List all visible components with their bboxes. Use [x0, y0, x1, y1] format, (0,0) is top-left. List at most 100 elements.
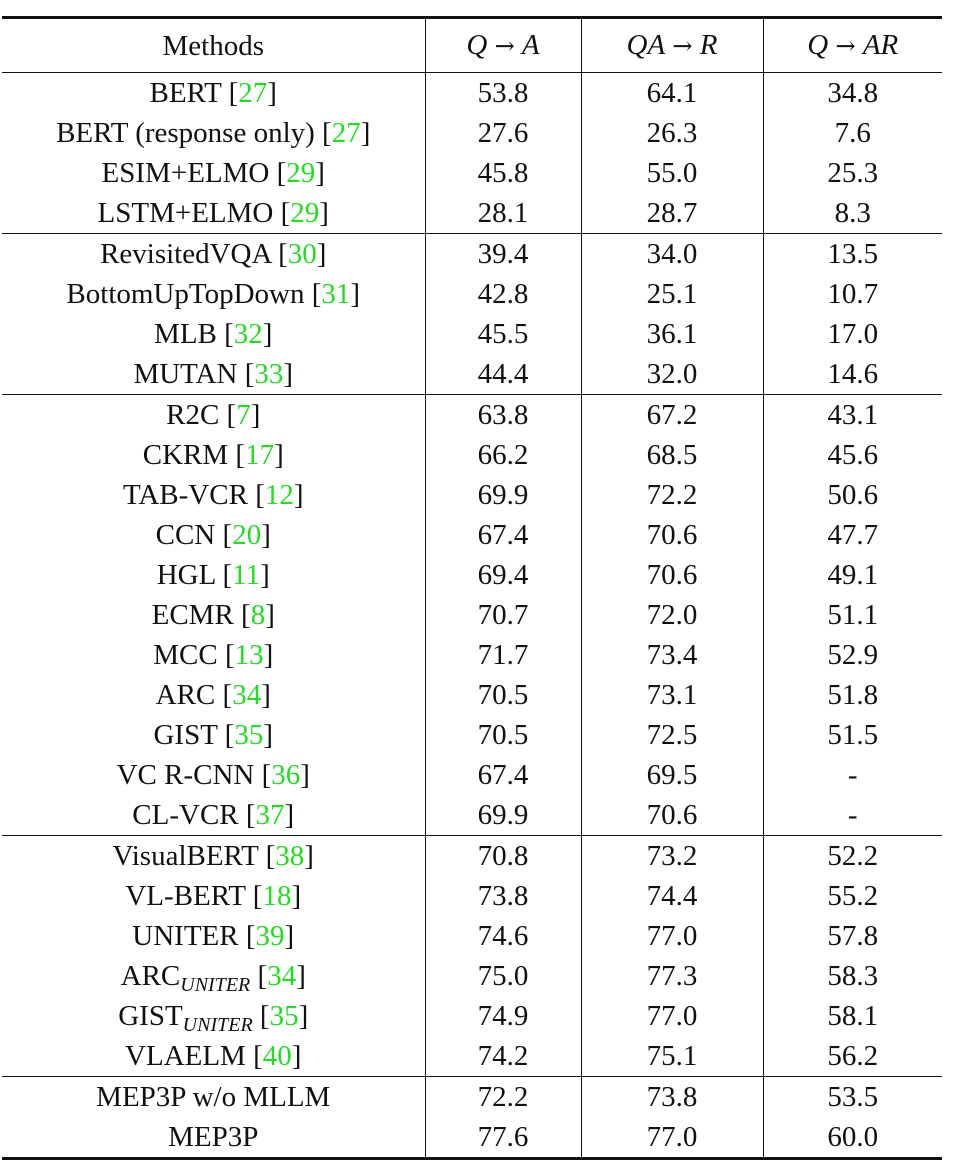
value-cell: 58.1 [762, 996, 942, 1036]
value-cell: 75.1 [580, 1036, 763, 1077]
method-cell: GISTUNITER [35] [118, 1000, 309, 1036]
value-cell: 72.0 [580, 595, 763, 635]
method-name: LSTM+ELMO [97, 197, 274, 229]
value-cell: 57.8 [762, 916, 942, 956]
citation-link[interactable]: 18 [262, 880, 292, 912]
value-cell: 8.3 [762, 193, 942, 234]
value-cell: 7.6 [762, 113, 942, 153]
citation-link[interactable]: 7 [236, 399, 251, 431]
method-name: BERT [149, 77, 222, 109]
value-cell: 10.7 [762, 274, 942, 314]
value-cell: 53.8 [424, 72, 581, 113]
citation-link[interactable]: 39 [255, 920, 285, 952]
header-qa-to-r: QA → R [580, 17, 763, 73]
method-name: ARC [155, 679, 216, 711]
value-cell: 55.2 [762, 876, 942, 916]
value-cell: 28.1 [424, 193, 581, 234]
method-name: VisualBERT [112, 840, 259, 872]
value-cell: 77.0 [580, 1117, 763, 1159]
citation-link[interactable]: 27 [331, 117, 361, 149]
value-cell: 52.2 [762, 835, 942, 876]
method-name: CL-VCR [132, 799, 239, 831]
value-cell: 77.0 [580, 916, 763, 956]
citation-link[interactable]: 33 [254, 358, 284, 390]
method-name: MCC [153, 639, 218, 671]
method-name: BottomUpTopDown [66, 278, 305, 310]
value-cell: 71.7 [424, 635, 581, 675]
value-cell: 74.9 [424, 996, 581, 1036]
citation-link[interactable]: 35 [269, 1000, 299, 1032]
value-cell: 69.9 [424, 475, 581, 515]
table-row: VLAELM [40] 74.2 75.1 56.2 [2, 1036, 942, 1077]
table-row: CL-VCR [37] 69.9 70.6- [2, 795, 942, 836]
method-cell: LSTM+ELMO [29] [97, 197, 329, 229]
method-cell: VisualBERT [38] [112, 840, 314, 872]
table-row: MCC [13] 71.7 73.4 52.9 [2, 635, 942, 675]
value-cell: 72.2 [580, 475, 763, 515]
citation-link[interactable]: 34 [232, 679, 262, 711]
citation-link[interactable]: 37 [255, 799, 285, 831]
value-cell: 69.9 [424, 795, 581, 836]
value-cell: 77.0 [580, 996, 763, 1036]
method-cell: CL-VCR [37] [132, 799, 295, 831]
method-name: ARC [120, 960, 181, 992]
method-subscript: UNITER [180, 974, 251, 996]
value-cell: 66.2 [424, 435, 581, 475]
value-cell: 34.0 [580, 233, 763, 274]
table-row: BERT [27] 53.8 64.1 34.8 [2, 72, 942, 113]
value-cell: 70.7 [424, 595, 581, 635]
citation-link[interactable]: 40 [262, 1040, 292, 1072]
method-name: GIST [118, 1000, 183, 1032]
method-name: MEP3P w/o MLLM [96, 1081, 331, 1113]
citation-link[interactable]: 12 [264, 479, 294, 511]
table-row: MEP3P w/o MLLM 72.2 73.8 53.5 [2, 1076, 942, 1118]
table-row: TAB-VCR [12] 69.9 72.2 50.6 [2, 475, 942, 515]
citation-link[interactable]: 35 [234, 719, 264, 751]
method-cell: MUTAN [33] [133, 358, 294, 390]
method-cell: MEP3P w/o MLLM [2, 1077, 425, 1118]
value-cell: 34.8 [762, 72, 942, 113]
citation-link[interactable]: 8 [250, 599, 266, 631]
table-row: CKRM [17] 66.2 68.5 45.6 [2, 435, 942, 475]
value-cell: 67.4 [424, 515, 581, 555]
value-cell: 26.3 [580, 113, 763, 153]
citation-link[interactable]: 34 [267, 960, 297, 992]
citation-link[interactable]: 29 [286, 157, 316, 189]
value-cell: 17.0 [762, 314, 942, 354]
value-cell: 68.5 [580, 435, 763, 475]
header-q-to-a: Q → A [424, 17, 581, 73]
value-cell: 42.8 [424, 274, 581, 314]
method-cell: BERT [27] [149, 77, 277, 109]
citation-link[interactable]: 38 [275, 840, 305, 872]
value-cell: 73.8 [424, 876, 581, 916]
table-row: BERT (response only) [27] 27.6 26.3 7.6 [2, 113, 942, 153]
method-cell: TAB-VCR [12] [122, 479, 304, 511]
table-row: VC R-CNN [36] 67.4 69.5- [2, 755, 942, 795]
citation-link[interactable]: 27 [238, 77, 268, 109]
citation-link[interactable]: 17 [245, 439, 275, 471]
citation-link[interactable]: 11 [232, 559, 261, 591]
value-cell: 74.4 [580, 876, 763, 916]
citation-link[interactable]: 20 [232, 519, 262, 551]
table-row: MEP3P 77.6 77.0 60.0 [2, 1117, 942, 1159]
citation-link[interactable]: 13 [234, 639, 264, 671]
method-name: ESIM+ELMO [101, 157, 270, 189]
method-cell: ESIM+ELMO [29] [101, 157, 325, 189]
table-body: BERT [27] 53.8 64.1 34.8 BERT (response only… [2, 72, 942, 1159]
method-cell: MEP3P [2, 1117, 425, 1159]
value-cell: 70.6 [580, 555, 763, 595]
citation-link[interactable]: 36 [271, 759, 301, 791]
value-cell: - [762, 755, 942, 795]
value-cell: 43.1 [762, 394, 942, 435]
citation-link[interactable]: 29 [290, 197, 320, 229]
method-cell: VLAELM [40] [125, 1040, 302, 1072]
value-cell: 36.1 [580, 314, 763, 354]
citation-link[interactable]: 31 [321, 278, 351, 310]
value-cell: 44.4 [424, 354, 581, 395]
table-row: ARCUNITER [34] 75.0 77.3 58.3 [2, 956, 942, 996]
citation-link[interactable]: 32 [233, 318, 263, 350]
value-cell: 45.5 [424, 314, 581, 354]
citation-link[interactable]: 30 [287, 238, 317, 270]
value-cell: 77.6 [424, 1117, 581, 1159]
value-cell: 13.5 [762, 233, 942, 274]
